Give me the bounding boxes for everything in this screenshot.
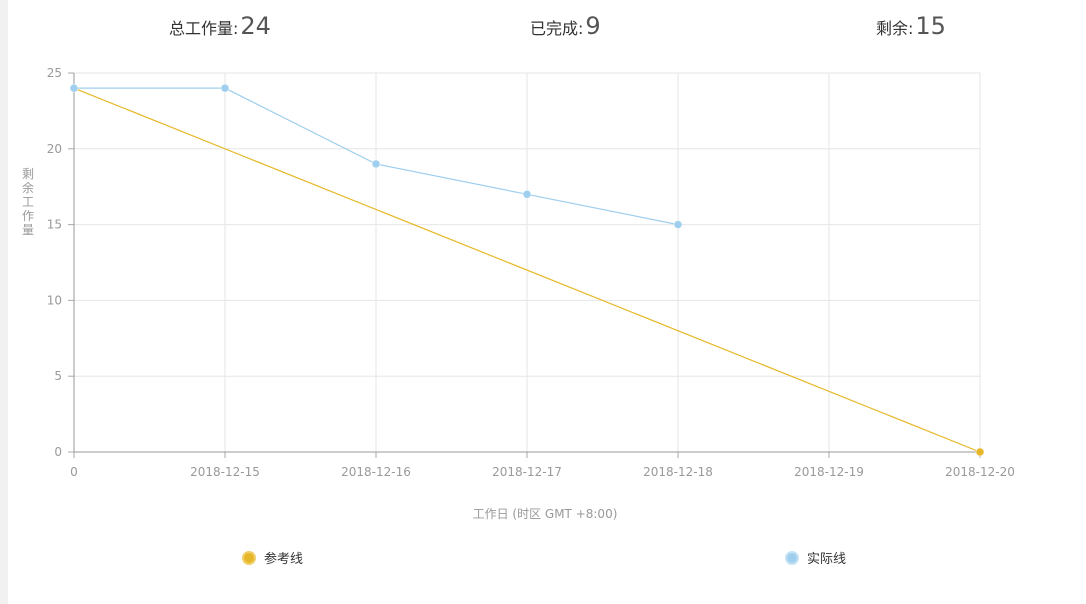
y-tick-label: 0 (54, 445, 62, 459)
y-tick-label: 25 (47, 66, 62, 80)
x-tick-label: 0 (70, 465, 78, 479)
total-workload-stat: 总工作量: 24 (169, 12, 271, 46)
data-point-actual (220, 83, 230, 93)
x-tick-label: 2018-12-18 (643, 465, 713, 479)
legend-actual-label: 实际线 (807, 552, 847, 567)
x-tick-label: 2018-12-16 (341, 465, 411, 479)
y-axis-title-char: 工 (22, 195, 34, 209)
legend-item-reference[interactable]: 参考线 (242, 548, 303, 567)
x-axis-title: 工作日 (时区 GMT +8:00) (473, 507, 618, 521)
data-point-actual (673, 220, 683, 230)
y-tick-label: 10 (47, 293, 62, 307)
remaining-value: 15 (915, 12, 946, 40)
x-tick-label: 2018-12-19 (794, 465, 864, 479)
series-line-reference (73, 87, 981, 453)
legend-item-actual[interactable]: 实际线 (785, 548, 846, 567)
y-axis-title-char: 量 (22, 223, 34, 237)
data-point-actual (371, 159, 381, 169)
remaining-label: 剩余: (876, 19, 914, 38)
y-tick-label: 15 (47, 218, 62, 232)
completed-value: 9 (585, 12, 601, 40)
x-tick-label: 2018-12-15 (190, 465, 260, 479)
legend-reference-swatch (242, 550, 256, 565)
y-axis-title-char: 作 (22, 209, 34, 223)
y-axis-title-char: 余 (22, 180, 34, 195)
left-edge-strip (0, 0, 8, 604)
y-tick-label: 20 (47, 142, 62, 156)
remaining-stat: 剩余: 15 (876, 12, 946, 46)
x-tick-label: 2018-12-20 (945, 465, 1015, 479)
total-workload-value: 24 (240, 12, 271, 40)
completed-label: 已完成: (530, 19, 584, 38)
data-point-actual (522, 189, 532, 199)
completed-stat: 已完成: 9 (530, 12, 601, 46)
legend-reference-label: 参考线 (264, 552, 304, 567)
x-tick-label: 2018-12-17 (492, 465, 562, 479)
y-axis-title: 剩余工作量 (22, 167, 34, 237)
y-axis-title-char: 剩 (22, 167, 34, 181)
data-point-actual (69, 83, 79, 93)
data-point-reference (975, 447, 985, 457)
y-tick-label: 5 (54, 369, 62, 383)
legend-actual-swatch (785, 550, 799, 565)
total-workload-label: 总工作量: (169, 19, 239, 38)
